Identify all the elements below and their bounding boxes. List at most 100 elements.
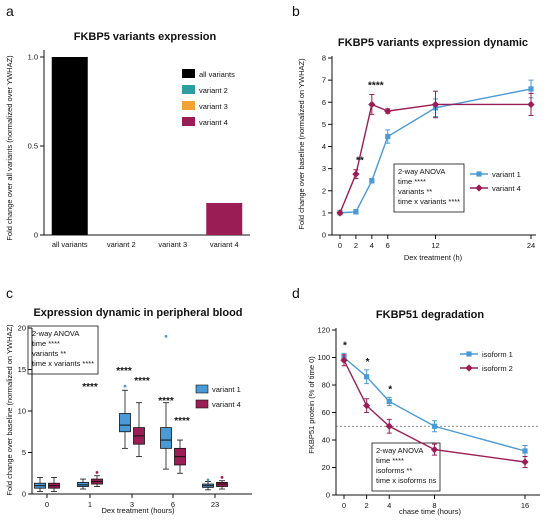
panel-b-data-point: [384, 107, 392, 115]
panel-b-x-tick-label: 6: [386, 241, 390, 250]
panel-b-y-tick-label: 5: [322, 120, 326, 129]
panel-c-x-tick-label: 3: [130, 500, 134, 509]
panel-d-significance: *: [343, 340, 347, 351]
panel-d-legend-label: isoform 2: [482, 364, 513, 373]
panel-b-data-point: [431, 100, 440, 109]
panel-c-outlier: [123, 384, 127, 388]
panel-b-y-tick-label: 2: [322, 186, 326, 195]
panel-b-legend-marker: [476, 171, 482, 177]
panel-label-c: c: [6, 285, 13, 301]
panel-a-x-tick-label: all variants: [52, 240, 88, 249]
panel-d-legend-label: isoform 1: [482, 350, 513, 359]
panel-b-data-point: [369, 178, 375, 184]
panel-d-legend-marker: [465, 364, 473, 372]
panel-b-series-line: [339, 103, 531, 214]
panel-c-stat-line: time x variants ****: [32, 359, 94, 368]
panel-a-bar: [51, 57, 88, 235]
panel-c-y-tick-label: 15: [18, 365, 26, 374]
panel-b-y-tick-label: 6: [322, 98, 326, 107]
panel-b-stat-line: variants **: [398, 187, 432, 196]
panel-c-y-tick-label: 20: [18, 324, 26, 333]
panel-c-legend-swatch: [195, 399, 209, 409]
panel-d-y-tick-label: 20: [322, 463, 330, 472]
panel-a-x-tick-label: variant 2: [107, 240, 136, 249]
panel-d-y-label: FKBP51 protein (% of time 0): [307, 356, 316, 454]
panel-c-significance: ****: [82, 382, 98, 393]
panel-b-stat-line: 2-way ANOVA: [398, 167, 445, 176]
panel-c-significance: ****: [116, 366, 132, 377]
panel-c-legend-swatch: [195, 384, 209, 394]
panel-a-y-label: Fold change over all variants (normalize…: [5, 55, 14, 241]
panel-a-legend-swatch: [182, 69, 195, 78]
panel-d-data-point: [385, 422, 393, 430]
panel-c-y-tick-label: 10: [18, 407, 26, 416]
panel-d-x-tick-label: 0: [342, 501, 346, 510]
panel-c-legend-label: variant 1: [212, 385, 241, 394]
panel-d-data-point: [521, 458, 529, 466]
panel-d-significance: *: [366, 357, 370, 368]
panel-d-data-point: [431, 423, 438, 429]
panel-d-chart: FKBP51 degradation chase time (hours) FK…: [307, 309, 540, 516]
panel-label-a: a: [6, 3, 14, 19]
panel-b-stat-line: time x variants ****: [398, 197, 460, 206]
panel-b-x-tick-label: 12: [431, 241, 439, 250]
panel-b-x-label: Dex treatment (h): [404, 253, 463, 262]
panel-c-significance: ****: [158, 396, 174, 407]
panel-b-x-tick-label: 24: [527, 241, 535, 250]
panel-b-y-label: Fold change over baseline (normalized on…: [297, 58, 306, 230]
panel-b-data-point: [368, 100, 376, 109]
panel-d-x-label: chase time (hours): [399, 507, 462, 516]
panel-d-data-point: [363, 402, 371, 410]
panel-d-y-tick-label: 0: [326, 491, 330, 500]
panel-a-y-tick-label: 1.0: [28, 53, 38, 62]
panel-a-chart: FKBP5 variants expression Fold change ov…: [5, 31, 250, 249]
panel-c-stats-box: 2-way ANOVA time **** variants ** time x…: [27, 325, 99, 375]
panel-c-box: [160, 427, 172, 449]
panel-b-data-point: [353, 209, 359, 215]
panel-b-y-tick-label: 3: [322, 164, 326, 173]
panel-b-data-point: [527, 100, 535, 109]
panel-c-x-tick-label: 1: [88, 500, 92, 509]
panel-d-data-point: [364, 374, 370, 380]
panel-d-data-point: [386, 398, 392, 405]
panel-c-y-tick-label: 0: [22, 490, 26, 499]
panel-c-legend-label: variant 4: [212, 400, 241, 409]
panel-a-legend-label: all variants: [199, 70, 235, 79]
panel-b-significance: ****: [368, 81, 384, 92]
panel-c-x-tick-label: 0: [45, 500, 49, 509]
panel-c-x-tick-label: 23: [211, 500, 219, 509]
panel-c-outlier: [164, 334, 168, 338]
panel-b-y-tick-label: 8: [322, 54, 326, 63]
panel-d-significance: *: [388, 384, 392, 395]
panel-b-y-tick-label: 4: [322, 142, 326, 151]
panel-c-title: Expression dynamic in peripheral blood: [33, 307, 242, 319]
panel-c-stat-line: 2-way ANOVA: [32, 329, 79, 338]
panel-b-x-tick-label: 4: [370, 241, 374, 250]
panel-d-x-tick-label: 16: [521, 501, 529, 510]
panel-label-d: d: [292, 285, 300, 301]
panel-c-significance: ****: [134, 376, 150, 387]
panel-c-outlier: [95, 471, 99, 474]
panel-d-data-point: [522, 448, 528, 454]
panel-c-stat-line: time ****: [32, 339, 60, 348]
panel-d-y-tick-label: 40: [322, 436, 330, 445]
panel-b-legend-label: variant 4: [492, 184, 521, 193]
panel-d-stat-line: isoforms **: [376, 466, 412, 475]
panel-b-data-point: [385, 133, 391, 140]
panel-b-x-tick-label: 0: [338, 241, 342, 250]
panel-c-box: [119, 413, 131, 433]
panel-label-b: b: [292, 3, 300, 19]
panel-d-y-tick-label: 80: [322, 381, 330, 390]
panel-d-data-point: [340, 356, 348, 364]
panel-b-legend-label: variant 1: [492, 170, 521, 179]
panel-b-y-tick-label: 1: [322, 208, 326, 217]
panel-c-x-tick-label: 6: [171, 500, 175, 509]
panel-a-legend-swatch: [182, 85, 195, 94]
panel-a-legend-label: variant 4: [199, 118, 228, 127]
panel-a-legend-swatch: [182, 117, 195, 126]
panel-d-stat-line: time ****: [376, 456, 404, 465]
panel-b-y-tick-label: 7: [322, 76, 326, 85]
panel-b-stats-box: 2-way ANOVA time **** variants ** time x…: [393, 163, 465, 213]
panel-a-bar: [206, 202, 243, 235]
panel-a-title: FKBP5 variants expression: [74, 31, 217, 43]
